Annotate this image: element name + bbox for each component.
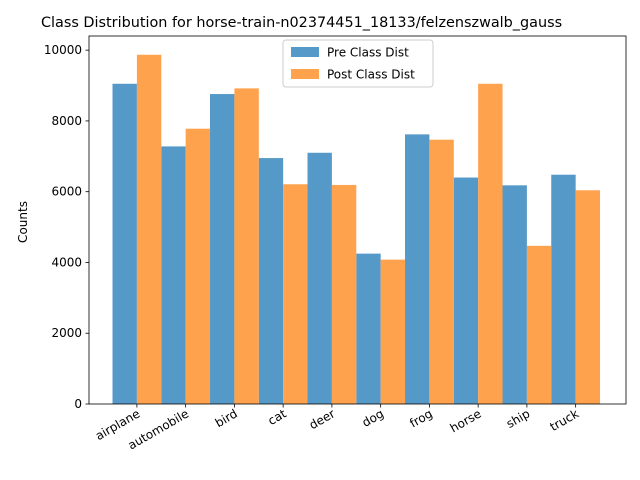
- y-tick-label: 2000: [51, 326, 82, 340]
- bar-automobile-pre: [161, 146, 186, 404]
- bar-horse-pre: [453, 177, 479, 404]
- bar-truck-pre: [551, 174, 576, 404]
- bar-frog-pre: [405, 134, 430, 404]
- y-axis-label: Counts: [16, 201, 30, 243]
- x-tick-label-bird: bird: [213, 406, 240, 430]
- y-tick-label: 0: [74, 397, 82, 411]
- bar-dog-post: [380, 259, 406, 404]
- bar-deer-pre: [307, 152, 332, 404]
- legend-label-post: Post Class Dist: [327, 68, 415, 82]
- x-tick-label-cat: cat: [265, 406, 288, 428]
- legend: Pre Class Dist Post Class Dist: [282, 39, 434, 88]
- x-tick-label-deer: deer: [307, 406, 338, 432]
- bar-bird-pre: [210, 94, 235, 405]
- y-tick-label: 6000: [51, 185, 82, 199]
- bar-cat-pre: [258, 158, 284, 404]
- bar-horse-post: [478, 83, 503, 405]
- bar-airplane-pre: [112, 83, 137, 405]
- plot-frame: [88, 35, 627, 405]
- bar-frog-post: [429, 139, 454, 404]
- bar-cat-post: [283, 184, 308, 404]
- legend-box: [282, 39, 434, 88]
- x-tick-label-frog: frog: [407, 406, 435, 430]
- x-tick-label-dog: dog: [360, 406, 387, 429]
- bars-layer: [112, 54, 601, 405]
- bar-deer-post: [331, 184, 357, 404]
- legend-label-pre: Pre Class Dist: [327, 46, 409, 60]
- bar-ship-post: [526, 245, 552, 404]
- legend-swatch-post: [291, 69, 319, 79]
- bar-airplane-post: [136, 54, 162, 404]
- bar-truck-post: [575, 190, 601, 404]
- x-tick-label-horse: horse: [448, 406, 484, 435]
- y-tick-label: 10000: [44, 43, 82, 57]
- bar-bird-post: [234, 88, 259, 404]
- chart-title: Class Distribution for horse-train-n0237…: [41, 15, 562, 31]
- bar-dog-pre: [356, 253, 381, 404]
- y-tick-label: 8000: [51, 114, 82, 128]
- y-tick-label: 4000: [51, 255, 82, 269]
- bar-ship-pre: [502, 185, 527, 404]
- x-tick-label-truck: truck: [547, 406, 581, 434]
- legend-swatch-pre: [291, 47, 319, 57]
- bar-automobile-post: [185, 128, 211, 404]
- x-tick-label-ship: ship: [504, 406, 532, 431]
